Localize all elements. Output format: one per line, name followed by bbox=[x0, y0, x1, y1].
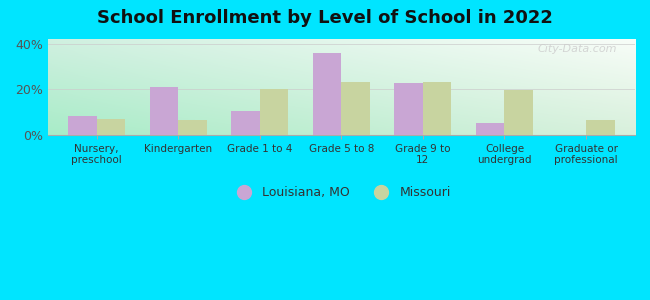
Bar bbox=[586, 120, 615, 135]
Bar bbox=[504, 90, 533, 135]
Bar bbox=[260, 89, 289, 135]
Bar bbox=[476, 123, 504, 135]
Bar bbox=[178, 120, 207, 135]
Text: School Enrollment by Level of School in 2022: School Enrollment by Level of School in … bbox=[97, 9, 553, 27]
Bar bbox=[97, 119, 125, 135]
Text: City-Data.com: City-Data.com bbox=[538, 44, 617, 54]
Bar bbox=[231, 111, 260, 135]
Bar bbox=[150, 87, 178, 135]
Legend: Louisiana, MO, Missouri: Louisiana, MO, Missouri bbox=[226, 181, 456, 204]
Bar bbox=[341, 82, 370, 135]
Bar bbox=[395, 83, 423, 135]
Bar bbox=[313, 53, 341, 135]
Bar bbox=[423, 82, 452, 135]
Bar bbox=[68, 116, 97, 135]
